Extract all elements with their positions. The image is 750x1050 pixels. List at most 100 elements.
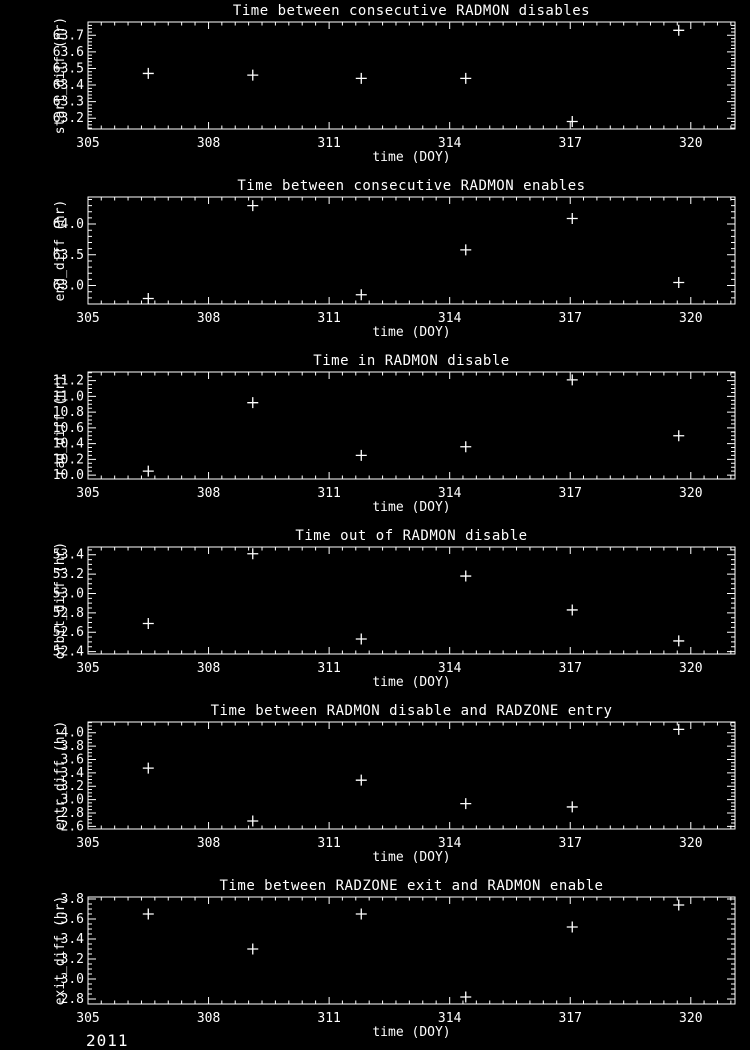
y-tick-label: 63.7 [53, 28, 84, 43]
panel-start-diff: 305 308 311 314 317 320 63.2 63.3 63.4 63.5 63.6 63… [0, 0, 750, 175]
x-tick-label: 305 [76, 311, 99, 326]
x-tick-label: 320 [679, 486, 702, 501]
year-label: 2011 [86, 1031, 129, 1050]
y-tick-label: 3.0 [61, 972, 84, 987]
y-axis-minor-ticks [88, 549, 735, 648]
panel-orbit-diff: 305 308 311 314 317 320 52.4 52.6 52.8 53.0 53.2 53… [0, 525, 750, 700]
y-tick-label: 53.2 [53, 567, 84, 582]
panel-title: Time between consecutive RADMON enables [237, 178, 585, 194]
plot-box [87, 721, 736, 830]
plot-box [87, 896, 736, 1005]
y-tick-label: 10.4 [53, 437, 84, 452]
x-tick-label: 308 [197, 311, 220, 326]
x-tick-label: 314 [438, 1011, 462, 1026]
y-axis-label: end_diff (hr) [53, 200, 68, 302]
y-tick-label: 3.2 [61, 952, 84, 967]
data-point-markers [142, 723, 685, 827]
x-tick-label: 311 [317, 836, 340, 851]
y-axis-minor-ticks [88, 21, 735, 129]
x-axis-minor-ticks [100, 372, 732, 479]
data-point-markers [142, 374, 685, 477]
x-tick-label: 320 [679, 1011, 702, 1026]
x-tick-label: 314 [438, 136, 462, 151]
plot-box [87, 546, 736, 655]
y-tick-label: 52.4 [53, 645, 84, 660]
y-tick-label: 3.0 [61, 793, 84, 808]
x-tick-label: 317 [558, 136, 581, 151]
x-tick-label: 305 [76, 661, 99, 676]
y-axis-major-ticks [88, 34, 735, 119]
y-axis-major-ticks [88, 223, 735, 287]
panel-exit-diff: 305 308 311 314 317 320 2.8 3.0 3.2 3.4 3.6 3.8 Time… [0, 875, 750, 1050]
x-axis-major-ticks [87, 22, 692, 129]
x-tick-label: 305 [76, 486, 99, 501]
data-point-markers [142, 548, 685, 647]
panel-title: Time between RADZONE exit and RADMON ena… [220, 878, 604, 894]
x-tick-label: 314 [438, 661, 462, 676]
chart-svg: 305 308 311 314 317 32010.010.210.410.610.811… [53, 353, 736, 515]
y-axis-label: entr_diff (hr) [53, 721, 68, 831]
x-axis-label: time (DOY) [372, 850, 450, 865]
panel-end-diff: 305 308 311 314 317 320 63.0 63.5 64.0 Time betwe… [0, 175, 750, 350]
x-tick-label: 320 [679, 136, 702, 151]
x-axis-major-ticks [87, 722, 692, 829]
y-tick-label: 52.8 [53, 606, 84, 621]
y-axis-label: exit_diff (hr) [53, 896, 68, 1006]
x-axis-minor-ticks [100, 197, 732, 304]
y-tick-label: 10.2 [53, 452, 84, 467]
y-tick-label: 3.8 [61, 892, 84, 907]
x-tick-label: 311 [317, 661, 340, 676]
x-tick-label: 308 [197, 836, 220, 851]
y-tick-label: 11.0 [53, 389, 84, 404]
plot-box [87, 196, 736, 305]
y-tick-label: 2.8 [61, 992, 84, 1007]
x-tick-label: 311 [317, 1011, 340, 1026]
y-tick-label: 3.4 [61, 932, 85, 947]
x-tick-label: 317 [558, 836, 581, 851]
y-tick-label: 10.0 [53, 468, 84, 483]
x-axis-minor-ticks [100, 547, 732, 654]
y-tick-label: 63.4 [53, 78, 84, 93]
x-tick-label: 305 [76, 136, 99, 151]
chart-svg: 305 308 311 314 317 320 63.0 63.5 64.0 Time betwe… [53, 178, 736, 340]
x-axis-label: time (DOY) [372, 500, 450, 515]
x-axis-minor-ticks [100, 722, 732, 829]
y-tick-label: 3.4 [61, 766, 85, 781]
x-tick-label: 317 [558, 311, 581, 326]
chart-svg: 305 308 311 314 317 320 2.62.83.03.23.43.63.84… [53, 703, 736, 865]
x-axis-label: time (DOY) [372, 1025, 450, 1040]
y-tick-label: 2.6 [61, 819, 84, 834]
x-tick-label: 308 [197, 1011, 220, 1026]
panel-title: Time between consecutive RADMON disables [233, 3, 590, 19]
y-tick-label: 3.6 [61, 912, 84, 927]
y-tick-label: 3.6 [61, 752, 84, 767]
x-tick-label: 305 [76, 1011, 99, 1026]
x-axis-label: time (DOY) [372, 325, 450, 340]
y-axis-label: rad_diff (hr) [53, 375, 68, 477]
x-tick-label: 320 [679, 311, 702, 326]
y-axis-minor-ticks [88, 372, 735, 480]
y-tick-label: 64.0 [53, 217, 84, 232]
y-axis-major-ticks [88, 732, 735, 827]
x-tick-label: 320 [679, 836, 702, 851]
y-tick-label: 10.6 [53, 421, 84, 436]
x-axis-major-ticks [87, 547, 692, 654]
x-axis-major-ticks [87, 372, 692, 479]
y-tick-label: 4.0 [61, 726, 84, 741]
y-tick-label: 2.8 [61, 806, 84, 821]
x-axis-label: time (DOY) [372, 675, 450, 690]
y-tick-label: 52.6 [53, 625, 84, 640]
y-tick-label: 3.8 [61, 739, 84, 754]
y-tick-label: 53.4 [53, 548, 84, 563]
y-axis-major-ticks [88, 554, 735, 653]
x-tick-label: 314 [438, 486, 462, 501]
chart-svg: 305 308 311 314 317 320 63.263.3 63.4 63.563.6 63… [53, 3, 736, 165]
y-axis-minor-ticks [88, 722, 735, 824]
x-tick-label: 320 [679, 661, 702, 676]
x-tick-label: 317 [558, 1011, 581, 1026]
panel-title: Time in RADMON disable [313, 353, 509, 369]
y-axis-label: start_diff (hr) [53, 17, 68, 134]
y-axis-label: orbit_diff (hr) [53, 542, 68, 659]
y-axis-minor-ticks [88, 198, 735, 305]
